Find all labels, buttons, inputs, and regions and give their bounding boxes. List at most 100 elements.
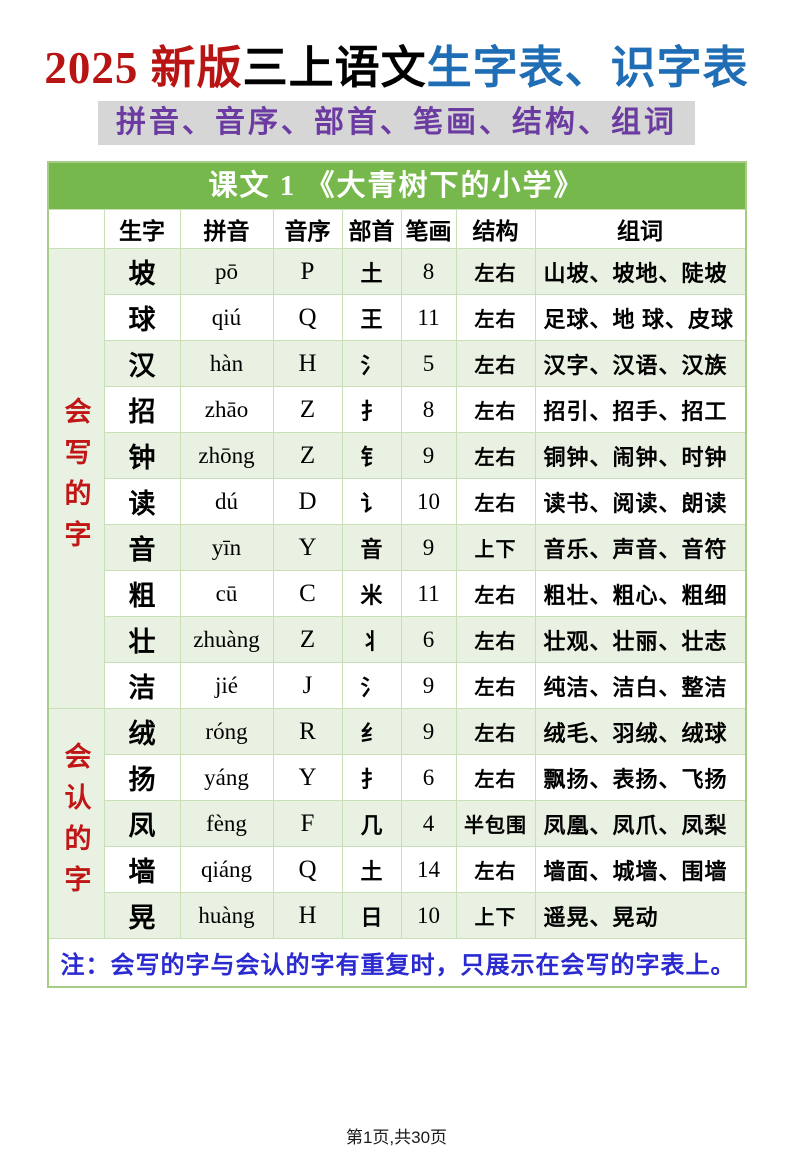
char-cell: 洁: [104, 663, 180, 708]
char-cell: 钟: [104, 433, 180, 478]
radical-cell: 几: [342, 801, 401, 846]
words-cell: 壮观、壮丽、壮志: [535, 617, 745, 662]
radical-cell: 王: [342, 295, 401, 340]
strokes-cell: 11: [401, 571, 456, 616]
radical-cell: 音: [342, 525, 401, 570]
radical-cell: 讠: [342, 479, 401, 524]
structure-cell: 左右: [456, 617, 535, 662]
initial-cell: R: [273, 709, 342, 754]
radical-cell: 米: [342, 571, 401, 616]
structure-cell: 左右: [456, 341, 535, 386]
title-table-names: 生字表、识字表: [426, 43, 749, 93]
initial-cell: J: [273, 663, 342, 708]
strokes-cell: 6: [401, 617, 456, 662]
structure-cell: 左右: [456, 387, 535, 432]
strokes-cell: 9: [401, 709, 456, 754]
char-cell: 壮: [104, 617, 180, 662]
words-cell: 凤凰、凤爪、凤梨: [535, 801, 745, 846]
initial-cell: F: [273, 801, 342, 846]
initial-cell: Q: [273, 847, 342, 892]
structure-cell: 左右: [456, 663, 535, 708]
radical-cell: 扌: [342, 755, 401, 800]
char-cell: 汉: [104, 341, 180, 386]
strokes-cell: 11: [401, 295, 456, 340]
strokes-cell: 9: [401, 433, 456, 478]
char-cell: 球: [104, 295, 180, 340]
words-cell: 遥晃、晃动: [535, 893, 745, 938]
radical-cell: 纟: [342, 709, 401, 754]
subtitle-text: 拼音、音序、部首、笔画、结构、组词: [98, 101, 695, 145]
pinyin-cell: jié: [180, 663, 273, 708]
words-cell: 读书、阅读、朗读: [535, 479, 745, 524]
strokes-cell: 9: [401, 525, 456, 570]
column-header: 音序: [273, 210, 342, 248]
words-cell: 墙面、城墙、围墙: [535, 847, 745, 892]
initial-cell: Z: [273, 617, 342, 662]
radical-cell: 土: [342, 847, 401, 892]
strokes-cell: 9: [401, 663, 456, 708]
group-label: 会写的字: [48, 249, 104, 708]
radical-cell: 氵: [342, 341, 401, 386]
char-cell: 招: [104, 387, 180, 432]
char-cell: 坡: [104, 249, 180, 294]
initial-cell: P: [273, 249, 342, 294]
initial-cell: Y: [273, 525, 342, 570]
initial-cell: Z: [273, 387, 342, 432]
corner-cell: [48, 210, 104, 248]
table-note: 注：会写的字与会认的字有重复时，只展示在会写的字表上。: [48, 939, 745, 986]
radical-cell: 扌: [342, 387, 401, 432]
words-cell: 绒毛、羽绒、绒球: [535, 709, 745, 754]
char-cell: 晃: [104, 893, 180, 938]
pinyin-cell: qiú: [180, 295, 273, 340]
structure-cell: 左右: [456, 433, 535, 478]
column-header: 拼音: [180, 210, 273, 248]
words-cell: 汉字、汉语、汉族: [535, 341, 745, 386]
strokes-cell: 14: [401, 847, 456, 892]
group-label: 会认的字: [48, 709, 104, 938]
radical-cell: 土: [342, 249, 401, 294]
strokes-cell: 10: [401, 893, 456, 938]
words-cell: 足球、地 球、皮球: [535, 295, 745, 340]
pinyin-cell: zhōng: [180, 433, 273, 478]
structure-cell: 左右: [456, 571, 535, 616]
structure-cell: 左右: [456, 847, 535, 892]
pinyin-cell: dú: [180, 479, 273, 524]
column-header: 组词: [535, 210, 745, 248]
pinyin-cell: hàn: [180, 341, 273, 386]
subtitle-band: 拼音、音序、部首、笔画、结构、组词: [0, 101, 793, 145]
char-cell: 墙: [104, 847, 180, 892]
radical-cell: 钅: [342, 433, 401, 478]
structure-cell: 左右: [456, 295, 535, 340]
structure-cell: 左右: [456, 755, 535, 800]
strokes-cell: 5: [401, 341, 456, 386]
column-header: 生字: [104, 210, 180, 248]
initial-cell: C: [273, 571, 342, 616]
initial-cell: H: [273, 893, 342, 938]
words-cell: 招引、招手、招工: [535, 387, 745, 432]
pinyin-cell: yīn: [180, 525, 273, 570]
pinyin-cell: qiáng: [180, 847, 273, 892]
pinyin-cell: huàng: [180, 893, 273, 938]
char-cell: 凤: [104, 801, 180, 846]
structure-cell: 左右: [456, 249, 535, 294]
worksheet-page: 2025 新版三上语文生字表、识字表 拼音、音序、部首、笔画、结构、组词 课文 …: [0, 40, 793, 1162]
words-cell: 铜钟、闹钟、时钟: [535, 433, 745, 478]
pinyin-cell: yáng: [180, 755, 273, 800]
words-cell: 粗壮、粗心、粗细: [535, 571, 745, 616]
strokes-cell: 10: [401, 479, 456, 524]
char-cell: 音: [104, 525, 180, 570]
structure-cell: 半包围: [456, 801, 535, 846]
pinyin-cell: zhāo: [180, 387, 273, 432]
page-number: 第1页,共30页: [345, 1128, 448, 1147]
strokes-cell: 8: [401, 387, 456, 432]
initial-cell: Q: [273, 295, 342, 340]
initial-cell: Y: [273, 755, 342, 800]
column-header: 笔画: [401, 210, 456, 248]
title-grade-subject: 三上语文: [242, 43, 427, 93]
structure-cell: 左右: [456, 479, 535, 524]
radical-cell: 日: [342, 893, 401, 938]
words-cell: 音乐、声音、音符: [535, 525, 745, 570]
title-edition: 2025 新版: [44, 43, 243, 93]
strokes-cell: 4: [401, 801, 456, 846]
initial-cell: Z: [273, 433, 342, 478]
